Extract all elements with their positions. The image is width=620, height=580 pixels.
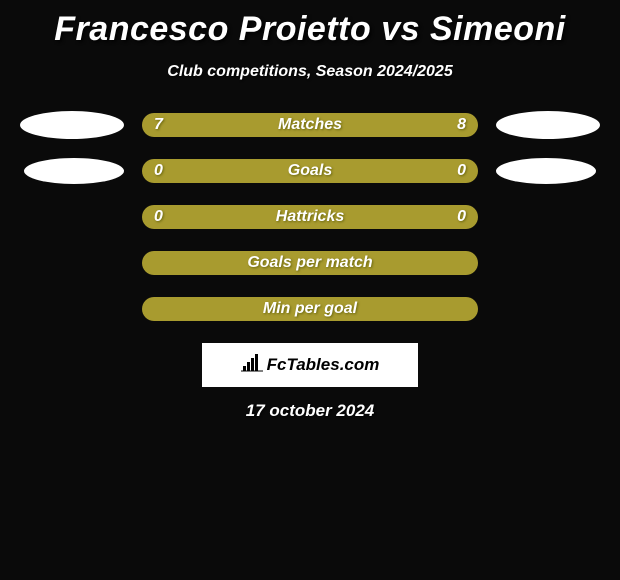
stat-row: Min per goal <box>0 297 620 321</box>
bar-chart-icon <box>241 354 263 377</box>
stat-label: Goals <box>288 162 332 180</box>
stat-rows: 7 Matches 8 0 Goals 0 0 Hattricks 0 Goal… <box>0 113 620 321</box>
stat-right-value: 0 <box>457 208 466 226</box>
logo-text: FcTables.com <box>241 354 380 377</box>
comparison-subtitle: Club competitions, Season 2024/2025 <box>0 63 620 81</box>
stat-row: Goals per match <box>0 251 620 275</box>
spacer <box>496 249 600 277</box>
stat-label: Matches <box>278 116 342 134</box>
stat-label: Hattricks <box>276 208 344 226</box>
stat-pill-goals: 0 Goals 0 <box>142 159 478 183</box>
player-left-marker <box>24 158 124 184</box>
snapshot-date: 17 october 2024 <box>0 401 620 421</box>
stat-left-value: 0 <box>154 208 163 226</box>
stat-label: Min per goal <box>263 300 357 318</box>
spacer <box>496 203 600 231</box>
stat-pill-min-per-goal: Min per goal <box>142 297 478 321</box>
stat-label: Goals per match <box>247 254 372 272</box>
spacer <box>20 249 124 277</box>
stat-right-value: 8 <box>457 116 466 134</box>
stat-right-value: 0 <box>457 162 466 180</box>
stat-left-value: 0 <box>154 162 163 180</box>
stat-pill-hattricks: 0 Hattricks 0 <box>142 205 478 229</box>
source-logo: FcTables.com <box>202 343 418 387</box>
player-left-marker <box>20 111 124 139</box>
spacer <box>496 295 600 323</box>
player-right-marker <box>496 111 600 139</box>
logo-label: FcTables.com <box>267 355 380 375</box>
spacer <box>20 295 124 323</box>
comparison-title: Francesco Proietto vs Simeoni <box>0 0 620 49</box>
spacer <box>20 203 124 231</box>
stat-row: 0 Hattricks 0 <box>0 205 620 229</box>
stat-left-value: 7 <box>154 116 163 134</box>
stat-pill-matches: 7 Matches 8 <box>142 113 478 137</box>
stat-row: 0 Goals 0 <box>0 159 620 183</box>
stat-pill-goals-per-match: Goals per match <box>142 251 478 275</box>
stat-row: 7 Matches 8 <box>0 113 620 137</box>
player-right-marker <box>496 158 596 184</box>
